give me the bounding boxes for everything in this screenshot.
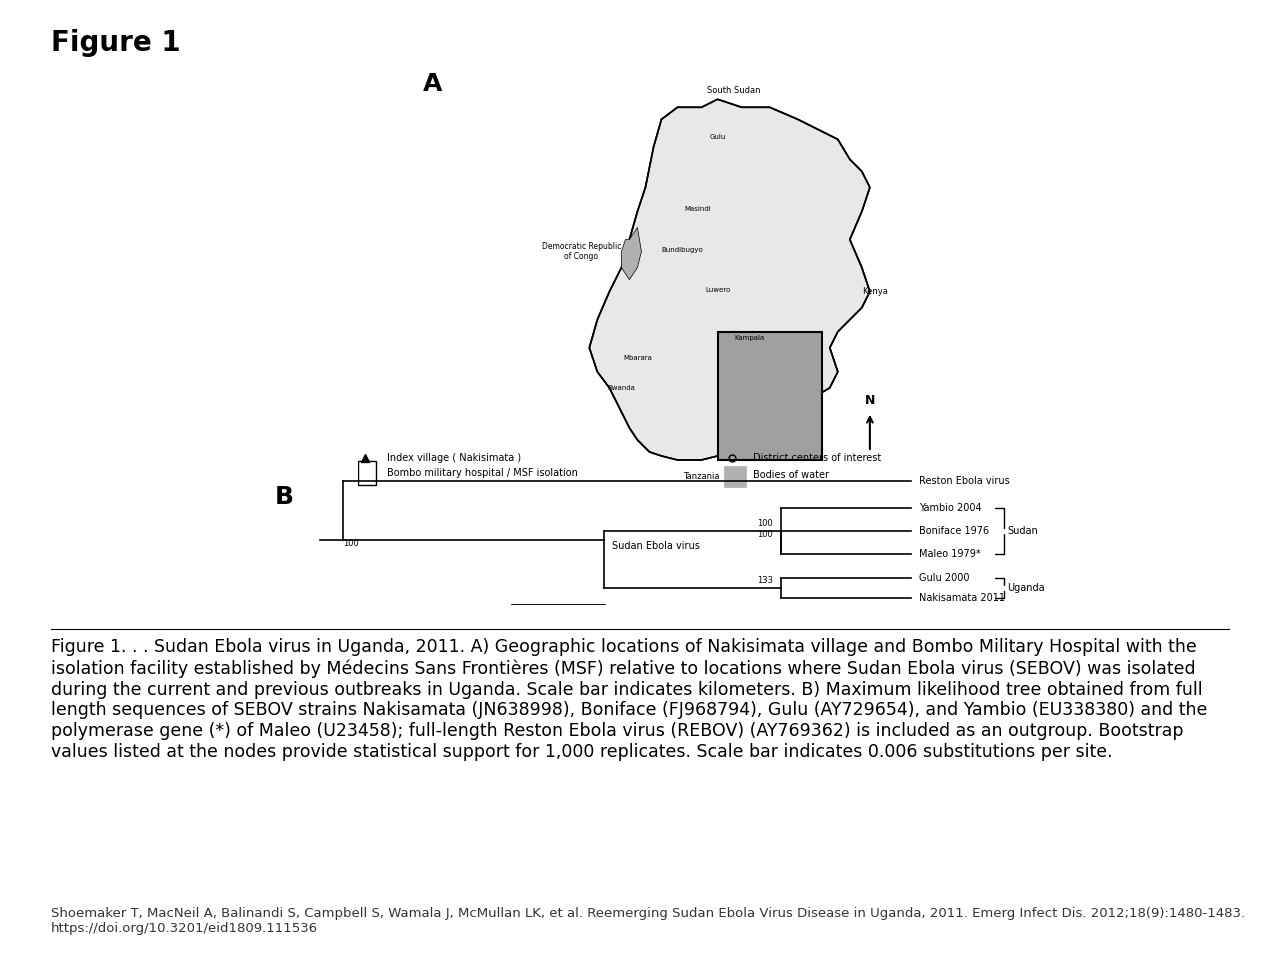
Text: Gulu: Gulu <box>709 134 726 140</box>
Text: Reston Ebola virus: Reston Ebola virus <box>919 476 1010 486</box>
Polygon shape <box>621 228 641 279</box>
Text: Sudan Ebola virus: Sudan Ebola virus <box>612 541 700 551</box>
Text: 100: 100 <box>758 518 773 527</box>
Polygon shape <box>726 360 797 432</box>
Text: Bundibugyo: Bundibugyo <box>662 247 703 252</box>
Text: Gulu 2000: Gulu 2000 <box>919 573 969 583</box>
Polygon shape <box>589 99 870 460</box>
Bar <box>358 461 376 485</box>
Text: Index village ( Nakisimata ): Index village ( Nakisimata ) <box>387 453 521 464</box>
Text: Uganda: Uganda <box>1007 583 1044 593</box>
Text: Sudan: Sudan <box>1007 526 1038 536</box>
Text: Kampala: Kampala <box>735 335 764 341</box>
Text: A: A <box>422 72 442 96</box>
Text: South Sudan: South Sudan <box>707 86 760 95</box>
Text: Masindi: Masindi <box>685 206 710 212</box>
Text: B: B <box>275 485 294 509</box>
Text: Nakisamata 2011: Nakisamata 2011 <box>919 593 1005 603</box>
Text: Shoemaker T, MacNeil A, Balinandi S, Campbell S, Wamala J, McMullan LK, et al. R: Shoemaker T, MacNeil A, Balinandi S, Cam… <box>51 907 1245 935</box>
Text: Luwero: Luwero <box>705 287 730 293</box>
Text: Boniface 1976: Boniface 1976 <box>919 526 989 536</box>
Text: N: N <box>865 394 876 407</box>
Text: Mbarara: Mbarara <box>623 355 652 361</box>
Text: Democratic Republic
of Congo: Democratic Republic of Congo <box>541 242 621 261</box>
Bar <box>724 466 745 488</box>
Text: Figure 1. . . Sudan Ebola virus in Uganda, 2011. A) Geographic locations of Naki: Figure 1. . . Sudan Ebola virus in Ugand… <box>51 638 1207 761</box>
Polygon shape <box>718 332 822 460</box>
Text: 133: 133 <box>756 576 773 585</box>
Text: Figure 1: Figure 1 <box>51 29 180 57</box>
Text: Yambio 2004: Yambio 2004 <box>919 503 982 513</box>
Text: 100: 100 <box>343 540 358 548</box>
Text: Maleo 1979*: Maleo 1979* <box>919 549 980 559</box>
Text: Kenya: Kenya <box>861 287 888 296</box>
Text: 100: 100 <box>758 530 773 539</box>
Text: Rwanda: Rwanda <box>608 385 635 391</box>
Text: Tanzania: Tanzania <box>684 472 719 481</box>
Text: District centers of interest: District centers of interest <box>753 453 881 464</box>
Text: Bombo military hospital / MSF isolation: Bombo military hospital / MSF isolation <box>387 468 577 478</box>
Text: Bodies of water: Bodies of water <box>753 470 828 480</box>
